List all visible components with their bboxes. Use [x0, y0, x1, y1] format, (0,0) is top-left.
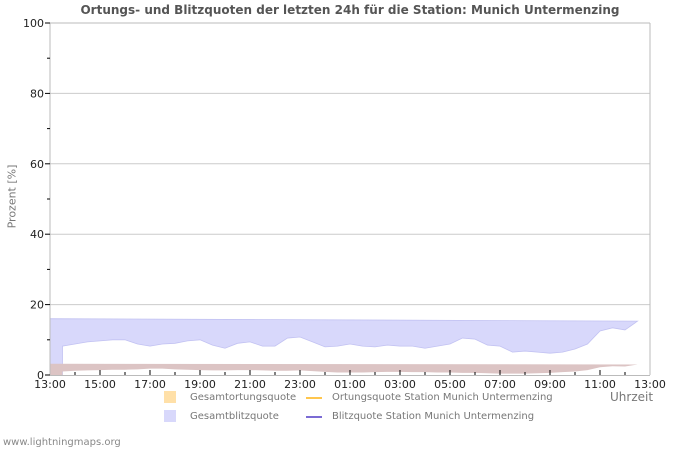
y-axis-label: Prozent [%] — [5, 164, 19, 229]
svg-text:09:00: 09:00 — [534, 378, 566, 391]
svg-text:23:00: 23:00 — [284, 378, 316, 391]
svg-text:0: 0 — [37, 369, 44, 382]
svg-text:07:00: 07:00 — [484, 378, 516, 391]
legend-label: Ortungsquote Station Munich Untermenzing — [332, 392, 553, 403]
svg-text:13:00: 13:00 — [34, 378, 66, 391]
svg-text:19:00: 19:00 — [184, 378, 216, 391]
svg-text:21:00: 21:00 — [234, 378, 266, 391]
svg-text:100: 100 — [23, 17, 44, 30]
svg-text:11:00: 11:00 — [584, 378, 616, 391]
legend-swatch-line — [306, 416, 322, 418]
x-axis-ticks: 13:00 15:00 17:00 19:00 21:00 23:00 01:00 03:00… — [34, 370, 666, 391]
legend-label: Blitzquote Station Munich Untermenzing — [332, 411, 535, 422]
svg-text:15:00: 15:00 — [84, 378, 116, 391]
svg-text:05:00: 05:00 — [434, 378, 466, 391]
svg-text:13:00: 13:00 — [634, 378, 666, 391]
svg-text:03:00: 03:00 — [384, 378, 416, 391]
gesamtortungsquote-area — [50, 363, 638, 375]
chart-title: Ortungs- und Blitzquoten der letzten 24h… — [80, 3, 620, 17]
svg-text:20: 20 — [30, 299, 44, 312]
legend-label: Gesamtblitzquote — [190, 411, 279, 422]
legend-swatch-box — [164, 391, 176, 403]
legend-swatch-box — [164, 410, 176, 422]
svg-text:01:00: 01:00 — [334, 378, 366, 391]
gesamtblitzquote-area — [49, 318, 639, 376]
legend-label: Gesamtortungsquote — [190, 392, 297, 403]
x-axis-unit: Uhrzeit — [610, 390, 654, 404]
footer-site-link: www.lightningmaps.org — [3, 437, 121, 448]
svg-text:40: 40 — [30, 228, 44, 241]
svg-text:80: 80 — [30, 87, 44, 100]
legend-swatch-line — [306, 397, 322, 399]
grid-lines — [50, 22, 650, 306]
svg-text:17:00: 17:00 — [134, 378, 166, 391]
y-axis-ticks: 0 20 40 60 80 100 — [23, 17, 50, 382]
svg-text:60: 60 — [30, 158, 44, 171]
